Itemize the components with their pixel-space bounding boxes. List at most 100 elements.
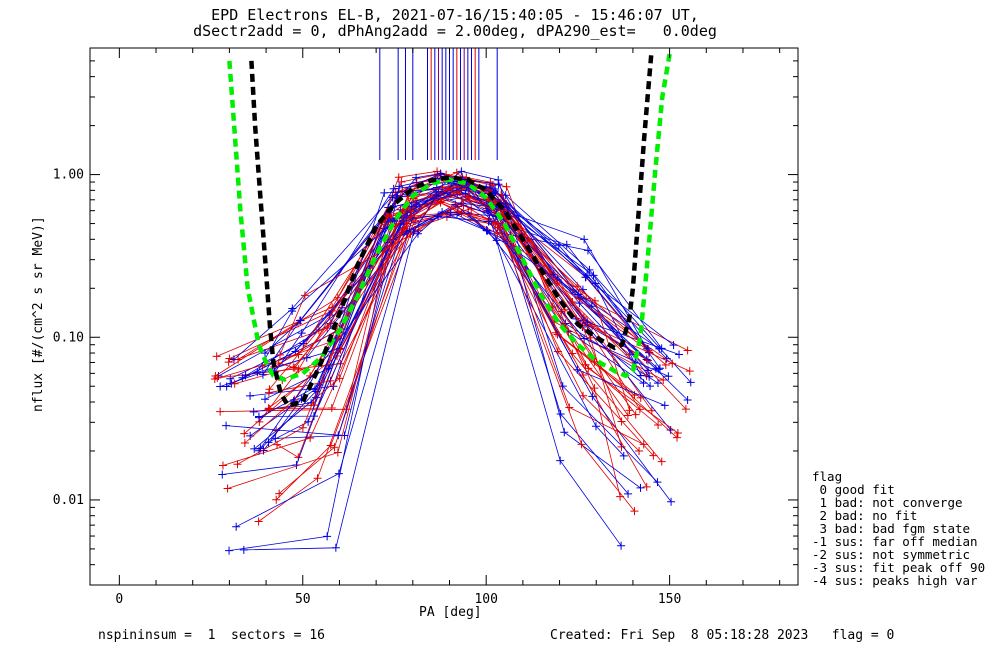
y-tick-label: 1.00 xyxy=(53,168,84,183)
spectrum-point xyxy=(253,368,262,377)
spectrum-point xyxy=(661,360,670,369)
spectrum-point xyxy=(580,235,589,244)
spectrum-point xyxy=(568,297,577,306)
legend-entry: 3 bad: bad fgm state xyxy=(812,521,971,536)
spectrum-point xyxy=(617,442,626,451)
spectrum-point xyxy=(230,379,239,388)
spectrum-point xyxy=(588,392,597,401)
spectrum-point xyxy=(485,182,494,191)
spectrum-point xyxy=(327,403,336,412)
spectrum-point xyxy=(491,184,500,193)
x-axis-label: PA [deg] xyxy=(419,605,482,620)
data-layer xyxy=(210,167,695,555)
spectrum-point xyxy=(590,296,599,305)
spectrum-point xyxy=(298,423,307,432)
spectrum-point xyxy=(240,429,249,438)
spectrum-point xyxy=(390,216,399,225)
y-axis-label: nflux [#/(cm^2 s sr MeV)] xyxy=(31,216,46,412)
spectrum-point xyxy=(642,482,651,491)
spectrum-point xyxy=(288,307,297,316)
spectrum-trace xyxy=(218,195,657,377)
spectrum-point xyxy=(246,391,255,400)
spectrum-point xyxy=(683,346,692,355)
spectrum-point xyxy=(261,349,270,358)
spectrum-point xyxy=(224,358,233,367)
x-tick-label: 150 xyxy=(658,592,681,607)
spectrum-point xyxy=(261,395,270,404)
spectrum-trace xyxy=(215,176,649,377)
spectrum-point xyxy=(643,356,652,365)
spectrum-point xyxy=(334,431,343,440)
spectrum-point xyxy=(659,376,668,385)
spectrum-point xyxy=(623,411,632,420)
spectrum-point xyxy=(413,229,422,238)
footer-left: nspininsum = 1 sectors = 16 xyxy=(98,628,325,643)
spectrum-point xyxy=(673,433,682,442)
spectrum-point xyxy=(654,421,663,430)
spectrum-point xyxy=(668,359,677,368)
spectrum-point xyxy=(290,363,299,372)
spectrum-point xyxy=(276,350,285,359)
plot-frame xyxy=(89,47,799,586)
spectrum-point xyxy=(484,217,493,226)
spectrum-point xyxy=(297,329,306,338)
spectrum-point xyxy=(636,371,645,380)
spectrum-point xyxy=(380,188,389,197)
spectrum-point xyxy=(331,543,340,552)
spectrum-point xyxy=(591,422,600,431)
spectrum-point xyxy=(218,461,227,470)
spectrum-point xyxy=(239,545,248,554)
fit-curve xyxy=(227,53,672,382)
chart-subtitle: dSectr2add = 0, dPhAng2add = 2.00deg, dP… xyxy=(193,22,717,40)
vertical-marks xyxy=(379,48,498,160)
spectrum-trace xyxy=(230,187,671,431)
spectrum-point xyxy=(494,180,503,189)
spectrum-point xyxy=(295,316,304,325)
spectrum-point xyxy=(579,312,588,321)
spectrum-point xyxy=(336,345,345,354)
fit-curve xyxy=(249,53,654,409)
spectrum-point xyxy=(686,378,695,387)
spectrum-point xyxy=(436,198,445,207)
spectrum-point xyxy=(223,484,232,493)
spectrum-point xyxy=(645,372,654,381)
spectrum-point xyxy=(457,167,466,176)
spectrum-point xyxy=(432,191,441,200)
spectrum-point xyxy=(436,169,445,178)
spectrum-point xyxy=(328,303,337,312)
spectrum-point xyxy=(313,474,322,483)
spectrum-point xyxy=(216,407,225,416)
spectrum-point xyxy=(639,440,648,449)
spectrum-point xyxy=(619,451,628,460)
spectrum-point xyxy=(309,412,318,421)
spectrum-point xyxy=(399,224,408,233)
spectrum-point xyxy=(644,366,653,375)
legend-entry: 0 good fit xyxy=(812,482,895,497)
spectrum-point xyxy=(647,406,656,415)
spectrum-trace xyxy=(258,196,622,447)
spectrum-point xyxy=(560,428,569,437)
spectrum-point xyxy=(407,212,416,221)
spectrum-point xyxy=(573,365,582,374)
fit-curves xyxy=(227,53,672,409)
x-tick-label: 0 xyxy=(115,592,123,607)
spectrum-point xyxy=(625,406,634,415)
spectrum-point xyxy=(630,391,639,400)
spectrum-point xyxy=(630,507,639,516)
legend-title: flag xyxy=(812,469,843,484)
spectrum-point xyxy=(636,483,645,492)
spectrum-point xyxy=(306,433,315,442)
spectrum-point xyxy=(264,438,273,447)
spectrum-point xyxy=(249,407,258,416)
spectrum-point xyxy=(589,271,598,280)
axes: 0 50 100 150 0.01 0.10 1.00 xyxy=(53,47,798,607)
spectrum-point xyxy=(232,522,241,531)
spectrum-point xyxy=(673,429,682,438)
spectrum-point xyxy=(591,279,600,288)
spectrum-point xyxy=(583,246,592,255)
legend-entry: -2 sus: not symmetric xyxy=(812,547,971,562)
spectrum-point xyxy=(233,460,242,469)
spectrum-point xyxy=(394,173,403,182)
spectrum-point xyxy=(212,352,221,361)
y-tick-label: 0.10 xyxy=(53,330,84,345)
